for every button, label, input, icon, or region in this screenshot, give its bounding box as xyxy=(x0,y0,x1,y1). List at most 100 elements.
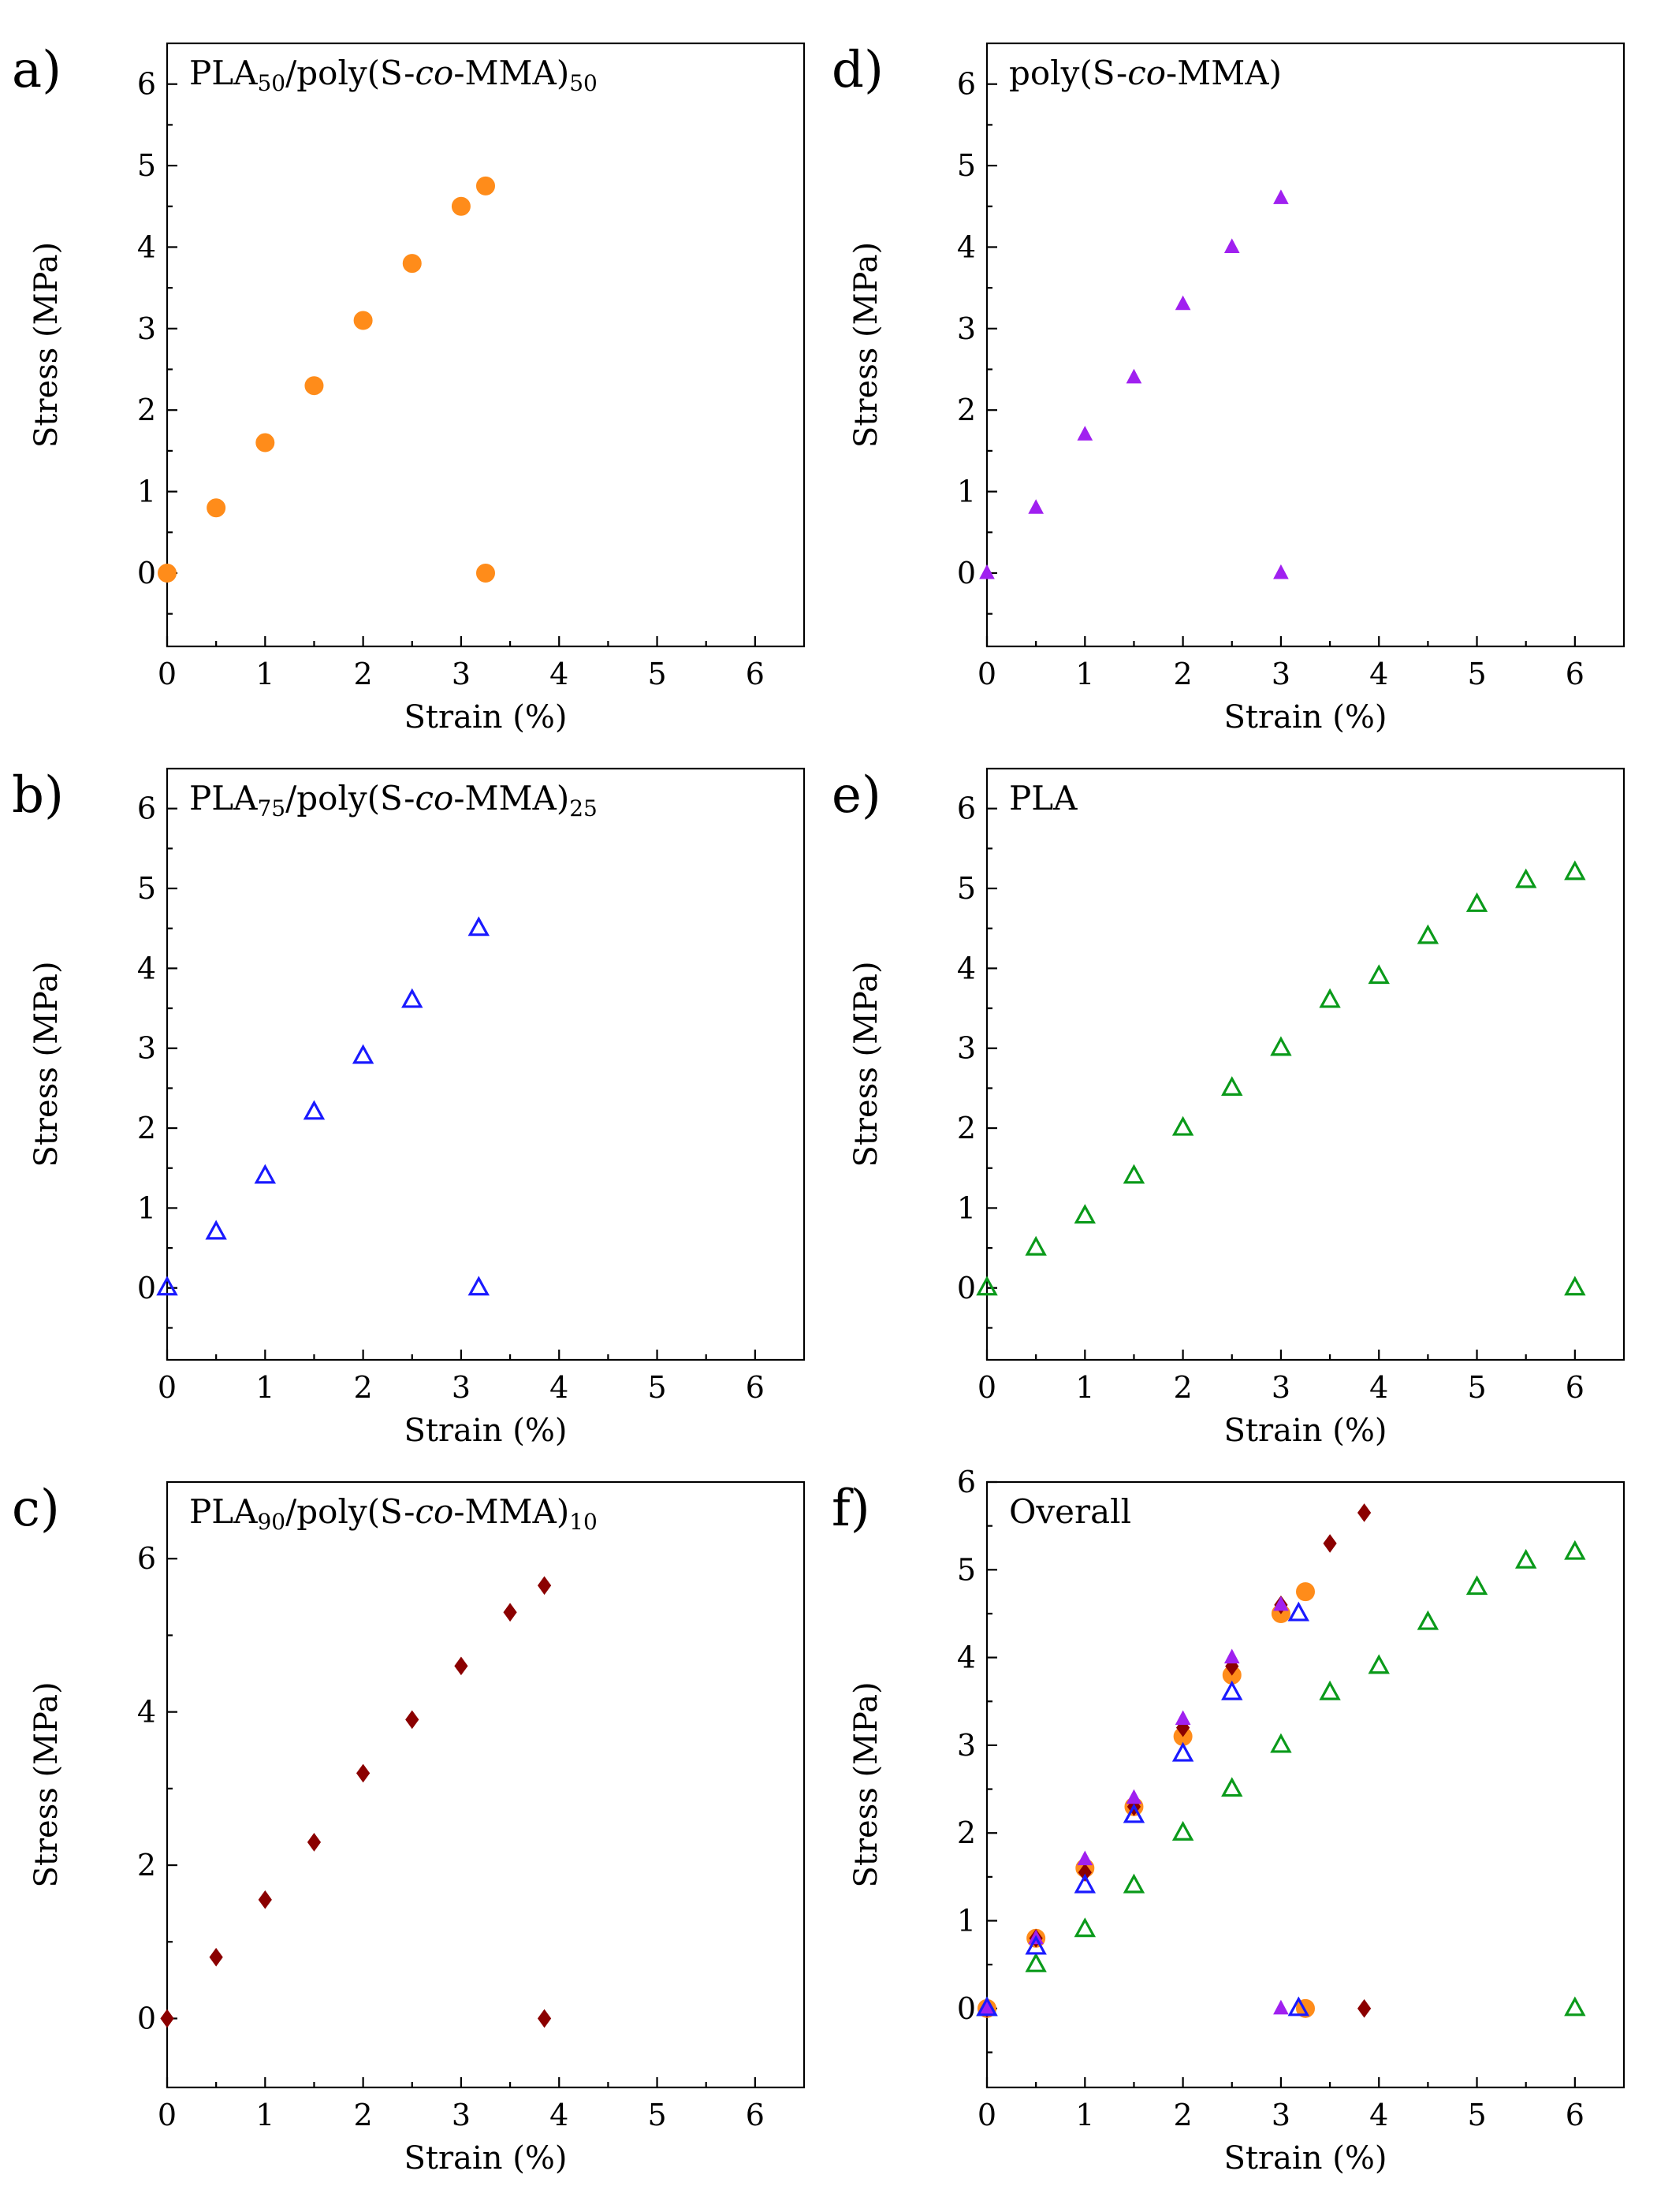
x-tick-label: 6 xyxy=(746,657,765,691)
data-point xyxy=(1368,964,1390,985)
series xyxy=(976,860,1586,1296)
data-point xyxy=(1273,1596,1289,1611)
data-point xyxy=(537,1576,552,1596)
data-point xyxy=(1319,988,1341,1008)
y-tick-label: 4 xyxy=(137,229,156,264)
x-tick-label: 5 xyxy=(647,657,666,691)
y-tick-label: 4 xyxy=(137,1695,156,1730)
x-tick-label: 5 xyxy=(647,2098,666,2132)
y-tick-label: 0 xyxy=(137,2002,156,2036)
data-point xyxy=(979,564,995,579)
title-part: co xyxy=(415,54,454,92)
x-tick-label: 5 xyxy=(1467,1370,1486,1405)
data-point xyxy=(1123,1164,1145,1184)
data-point xyxy=(1287,1601,1310,1622)
x-tick-label: 2 xyxy=(354,2098,373,2132)
x-tick-label: 2 xyxy=(1174,2098,1193,2132)
data-point xyxy=(307,1833,322,1852)
data-point xyxy=(1273,189,1289,204)
x-tick-label: 2 xyxy=(354,1370,373,1405)
x-tick-label: 1 xyxy=(1075,2098,1094,2132)
x-tick-label: 1 xyxy=(255,1370,274,1405)
data-point xyxy=(304,376,324,396)
title-part: PLA xyxy=(1009,779,1078,817)
panel-e: 0 1 2 3 4 5 6 0 1 2 3 4 5 6 Strain (%) Stress (MPa) e) PL… xyxy=(832,766,1625,1449)
data-point xyxy=(1077,426,1093,441)
data-point xyxy=(1270,1733,1292,1753)
data-point xyxy=(1357,1503,1372,1522)
data-point xyxy=(1357,1998,1372,2018)
title-part: /poly(S- xyxy=(285,779,415,817)
x-tick-label: 0 xyxy=(978,657,996,691)
data-point xyxy=(1025,1235,1047,1256)
data-point xyxy=(353,311,373,330)
x-axis-label: Strain (%) xyxy=(404,2140,568,2177)
data-point xyxy=(1074,1917,1097,1938)
data-point xyxy=(1564,1275,1586,1296)
data-point xyxy=(156,1275,178,1296)
panel-c: 0 1 2 3 4 5 6 0 2 4 6 Strain (%) Stress (MPa) c) PLA90… xyxy=(12,1480,806,2177)
panel-a: 0 1 2 3 4 5 6 0 1 2 3 4 5 6 Strain (%) Stress (MPa) a) PL… xyxy=(12,41,806,735)
x-tick-label: 0 xyxy=(978,1370,996,1405)
data-point xyxy=(1319,1680,1341,1700)
x-tick-label: 0 xyxy=(158,1370,177,1405)
data-point xyxy=(405,1710,419,1730)
title-part: co xyxy=(1127,54,1166,92)
panel-title: poly(S-co-MMA) xyxy=(1009,54,1282,92)
x-tick-label: 4 xyxy=(1369,2098,1388,2132)
x-tick-label: 5 xyxy=(1467,2098,1486,2132)
data-point xyxy=(1171,1741,1194,1762)
title-part: poly(S- xyxy=(1009,54,1127,92)
y-tick-label: 6 xyxy=(137,67,156,102)
y-tick-label: 5 xyxy=(137,148,156,183)
x-tick-label: 4 xyxy=(549,1370,568,1405)
series xyxy=(160,1576,552,2028)
title-part: co xyxy=(415,779,454,817)
y-axis-label: Stress (MPa) xyxy=(848,1681,884,1887)
y-tick-label: 5 xyxy=(957,148,976,183)
data-point xyxy=(1564,1996,1586,2016)
data-point xyxy=(1221,1680,1243,1700)
y-tick-label: 3 xyxy=(957,311,976,346)
title-part: /poly(S- xyxy=(285,1492,415,1531)
title-part: 10 xyxy=(569,1509,598,1535)
title-part: /poly(S- xyxy=(285,54,415,92)
title-part: -MMA) xyxy=(453,1492,569,1531)
data-point xyxy=(1323,1534,1337,1553)
data-point xyxy=(476,563,495,583)
panel-title: PLA75/poly(S-co-MMA)25 xyxy=(189,779,598,821)
data-point xyxy=(454,1656,468,1676)
panel-label: c) xyxy=(12,1480,60,1538)
y-tick-label: 2 xyxy=(957,393,976,427)
title-part: PLA xyxy=(189,779,258,817)
panel-title: PLA50/poly(S-co-MMA)50 xyxy=(189,54,598,96)
data-point xyxy=(1223,238,1240,253)
data-point xyxy=(1287,1996,1310,2016)
x-axis: 0 1 2 3 4 5 6 xyxy=(158,2077,765,2132)
x-tick-label: 3 xyxy=(452,657,471,691)
data-point xyxy=(1171,1115,1194,1136)
y-axis-label: Stress (MPa) xyxy=(28,242,65,448)
data-point xyxy=(1126,368,1142,384)
series-group xyxy=(160,1576,552,2028)
y-tick-label: 6 xyxy=(137,1541,156,1576)
data-point xyxy=(209,1947,223,1967)
y-axis: 0 1 2 3 4 5 6 xyxy=(957,791,997,1329)
title-part: -MMA) xyxy=(453,54,569,92)
x-axis-label: Strain (%) xyxy=(1224,699,1387,735)
data-point xyxy=(1025,1935,1047,1955)
data-point xyxy=(401,988,423,1008)
data-point xyxy=(1078,1863,1092,1882)
y-axis: 0 1 2 3 4 5 6 xyxy=(137,791,177,1329)
data-point xyxy=(1465,892,1488,912)
y-tick-label: 2 xyxy=(137,1848,156,1882)
data-point xyxy=(467,916,490,937)
data-point xyxy=(1368,1654,1390,1674)
title-part: Overall xyxy=(1009,1492,1131,1531)
series-group xyxy=(156,916,490,1296)
data-point xyxy=(1025,1952,1047,1972)
y-tick-label: 0 xyxy=(137,556,156,590)
title-part: -MMA) xyxy=(1166,54,1282,92)
y-tick-label: 0 xyxy=(957,1991,976,2026)
